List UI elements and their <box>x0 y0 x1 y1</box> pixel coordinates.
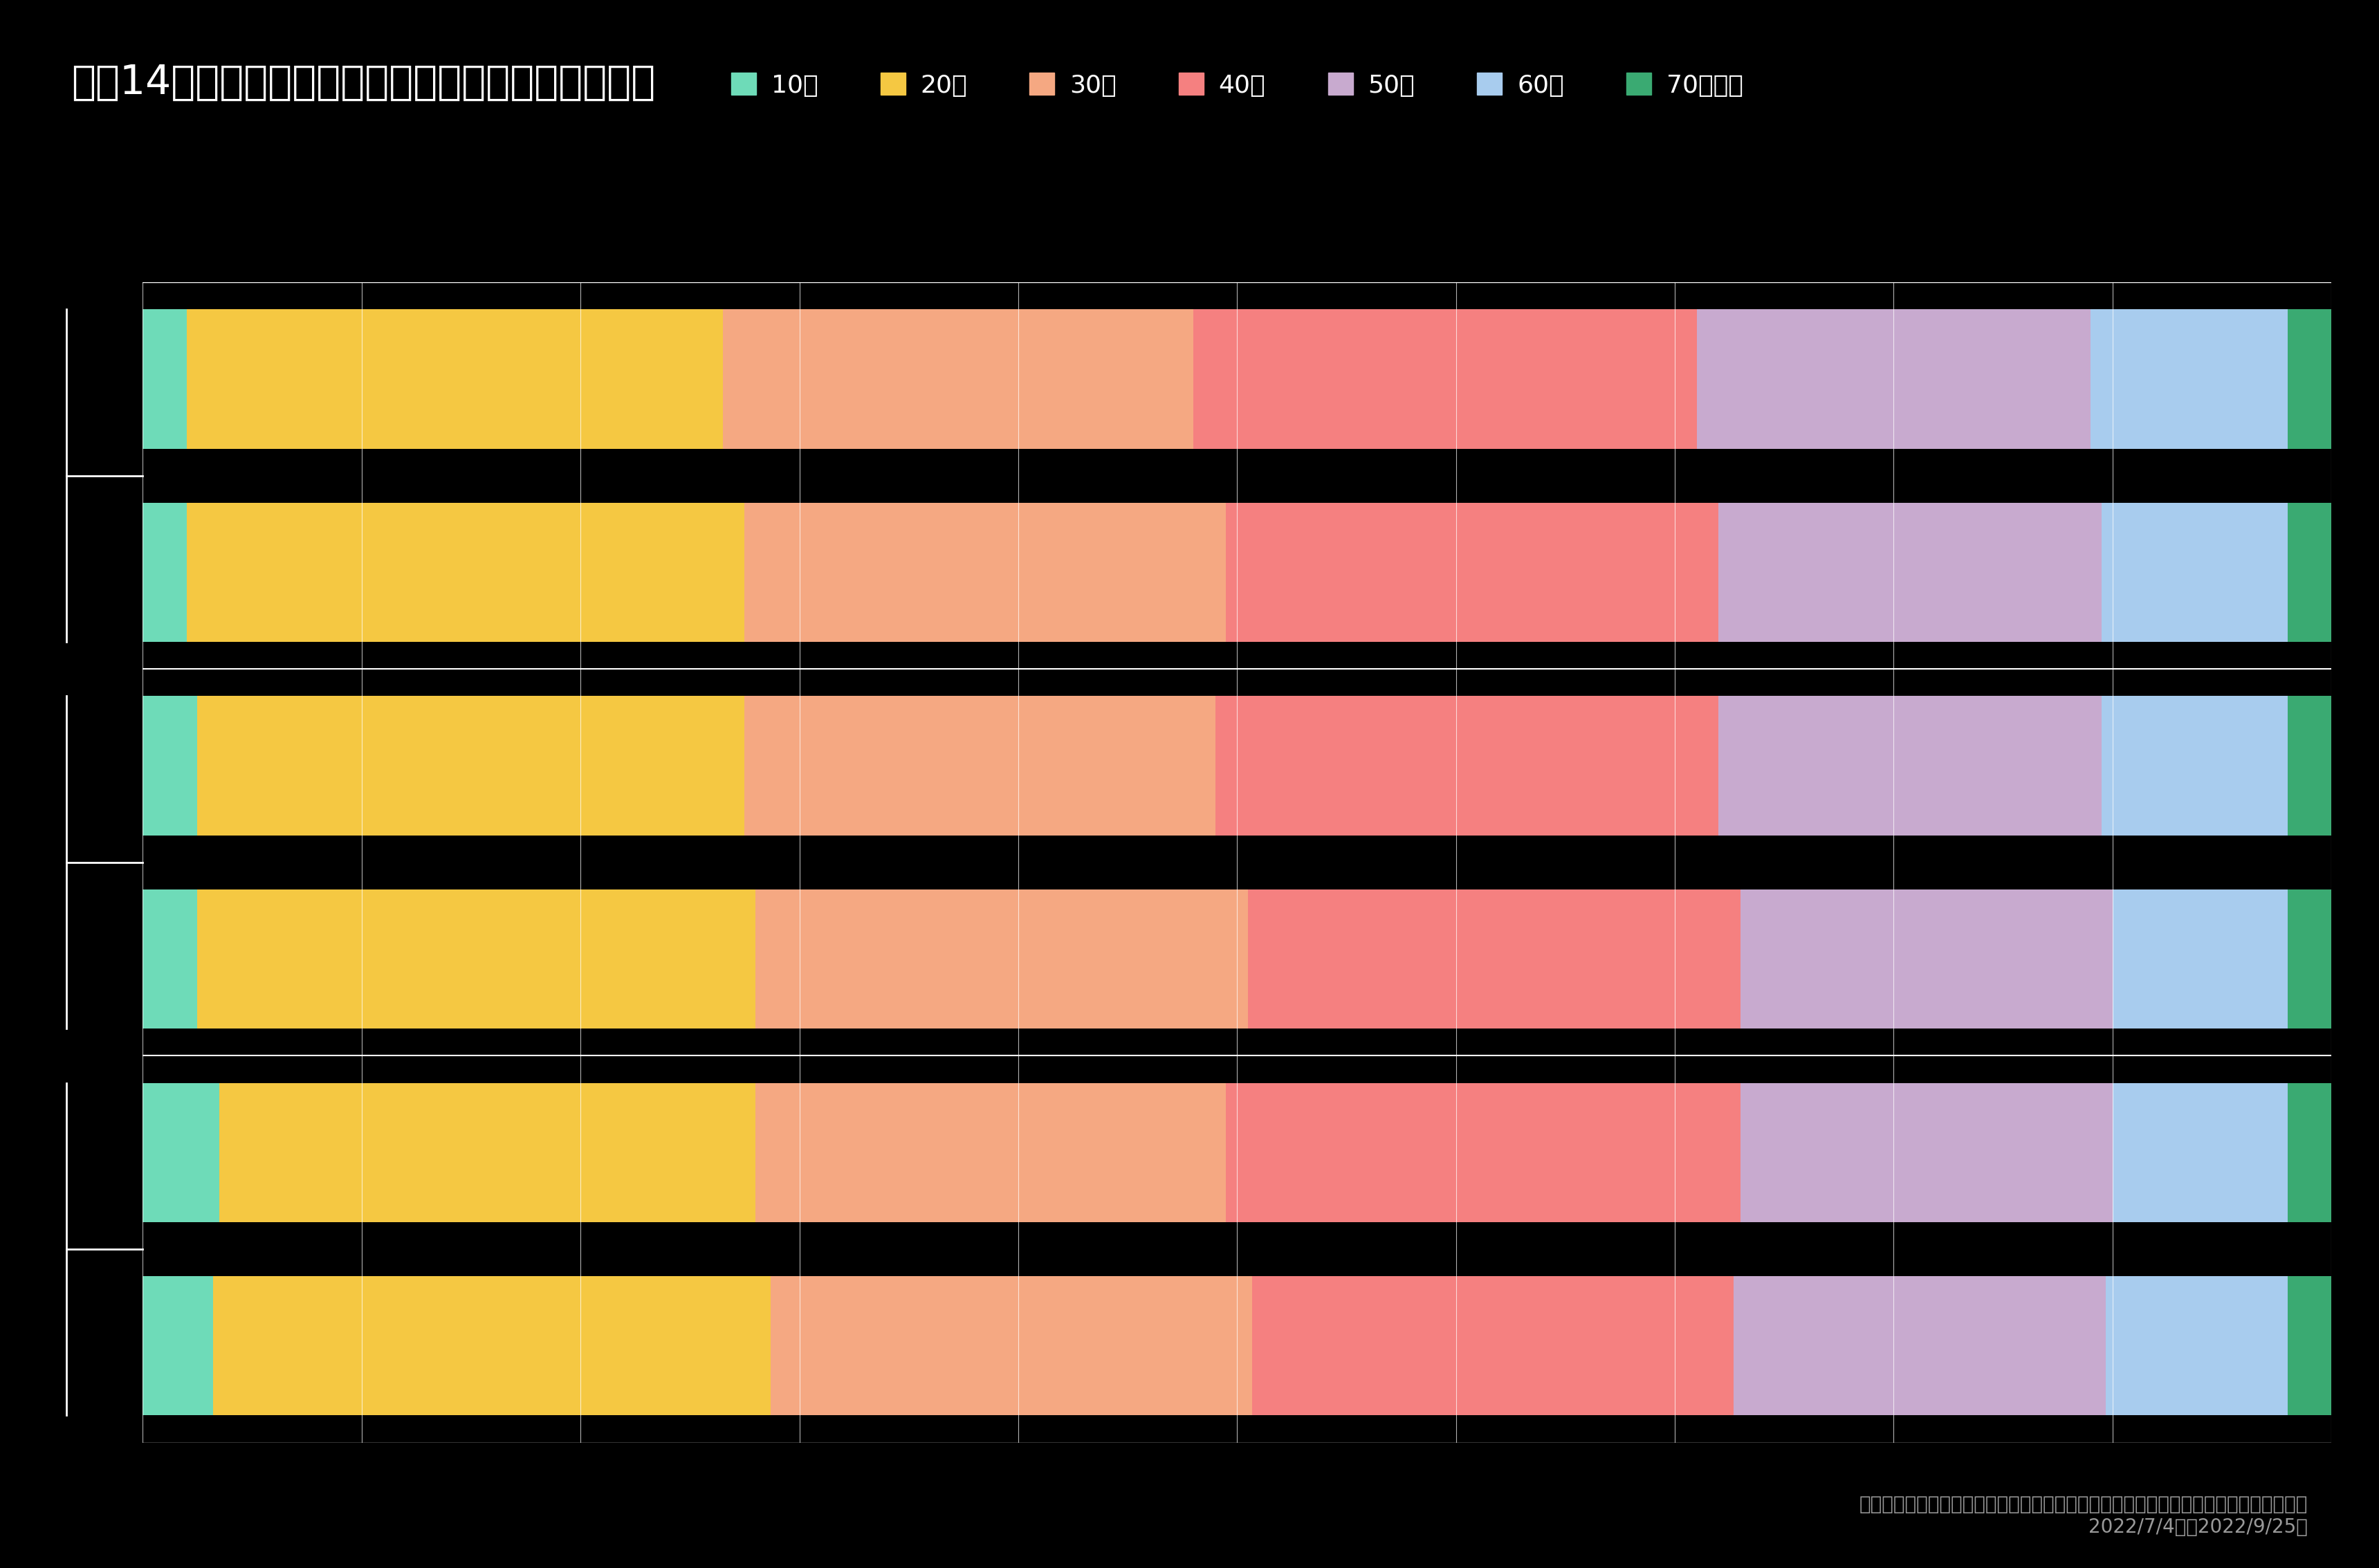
Bar <box>1249 889 1741 1029</box>
Bar <box>2289 1083 2331 1221</box>
Bar <box>143 1083 219 1221</box>
Bar <box>1225 1083 1741 1221</box>
Bar <box>745 503 1225 641</box>
Bar <box>219 1083 757 1221</box>
Bar <box>1225 503 1718 641</box>
Bar <box>1194 309 1696 448</box>
Bar <box>2289 696 2331 836</box>
Bar <box>1696 309 2091 448</box>
Bar <box>2105 1276 2289 1416</box>
Bar <box>143 889 197 1029</box>
Text: 平日14時　オフィス街の滞在者年代構成　前年比較: 平日14時 オフィス街の滞在者年代構成 前年比較 <box>71 63 654 102</box>
Bar <box>2289 309 2331 448</box>
Legend: 10代, 20代, 30代, 40代, 50代, 60代, 70代以上: 10代, 20代, 30代, 40代, 50代, 60代, 70代以上 <box>721 63 1753 107</box>
Bar <box>186 503 745 641</box>
Bar <box>2113 889 2289 1029</box>
Bar <box>1741 1083 2113 1221</box>
Bar <box>771 1276 1251 1416</box>
Bar <box>1718 503 2101 641</box>
Bar <box>1741 889 2113 1029</box>
Bar <box>143 503 186 641</box>
Bar <box>2091 309 2289 448</box>
Bar <box>212 1276 771 1416</box>
Bar <box>757 1083 1225 1221</box>
Bar <box>723 309 1194 448</box>
Bar <box>2113 1083 2289 1221</box>
Bar <box>197 696 745 836</box>
Bar <box>2101 503 2289 641</box>
Bar <box>2289 1276 2331 1416</box>
Bar <box>2289 889 2331 1029</box>
Bar <box>1216 696 1718 836</box>
Bar <box>1734 1276 2105 1416</box>
Bar <box>1251 1276 1734 1416</box>
Bar <box>143 309 186 448</box>
Bar <box>1718 696 2101 836</box>
Bar <box>2101 696 2289 836</box>
Text: データ：モバイル空間統計・国内人口分布統計（ドコモ・インサイトマーケティング）
2022/7/4超～2022/9/25超: データ：モバイル空間統計・国内人口分布統計（ドコモ・インサイトマーケティング） … <box>1858 1494 2308 1537</box>
Bar <box>757 889 1249 1029</box>
Bar <box>745 696 1216 836</box>
Bar <box>143 696 197 836</box>
Bar <box>2289 503 2331 641</box>
Bar <box>186 309 723 448</box>
Bar <box>143 1276 212 1416</box>
Bar <box>197 889 757 1029</box>
